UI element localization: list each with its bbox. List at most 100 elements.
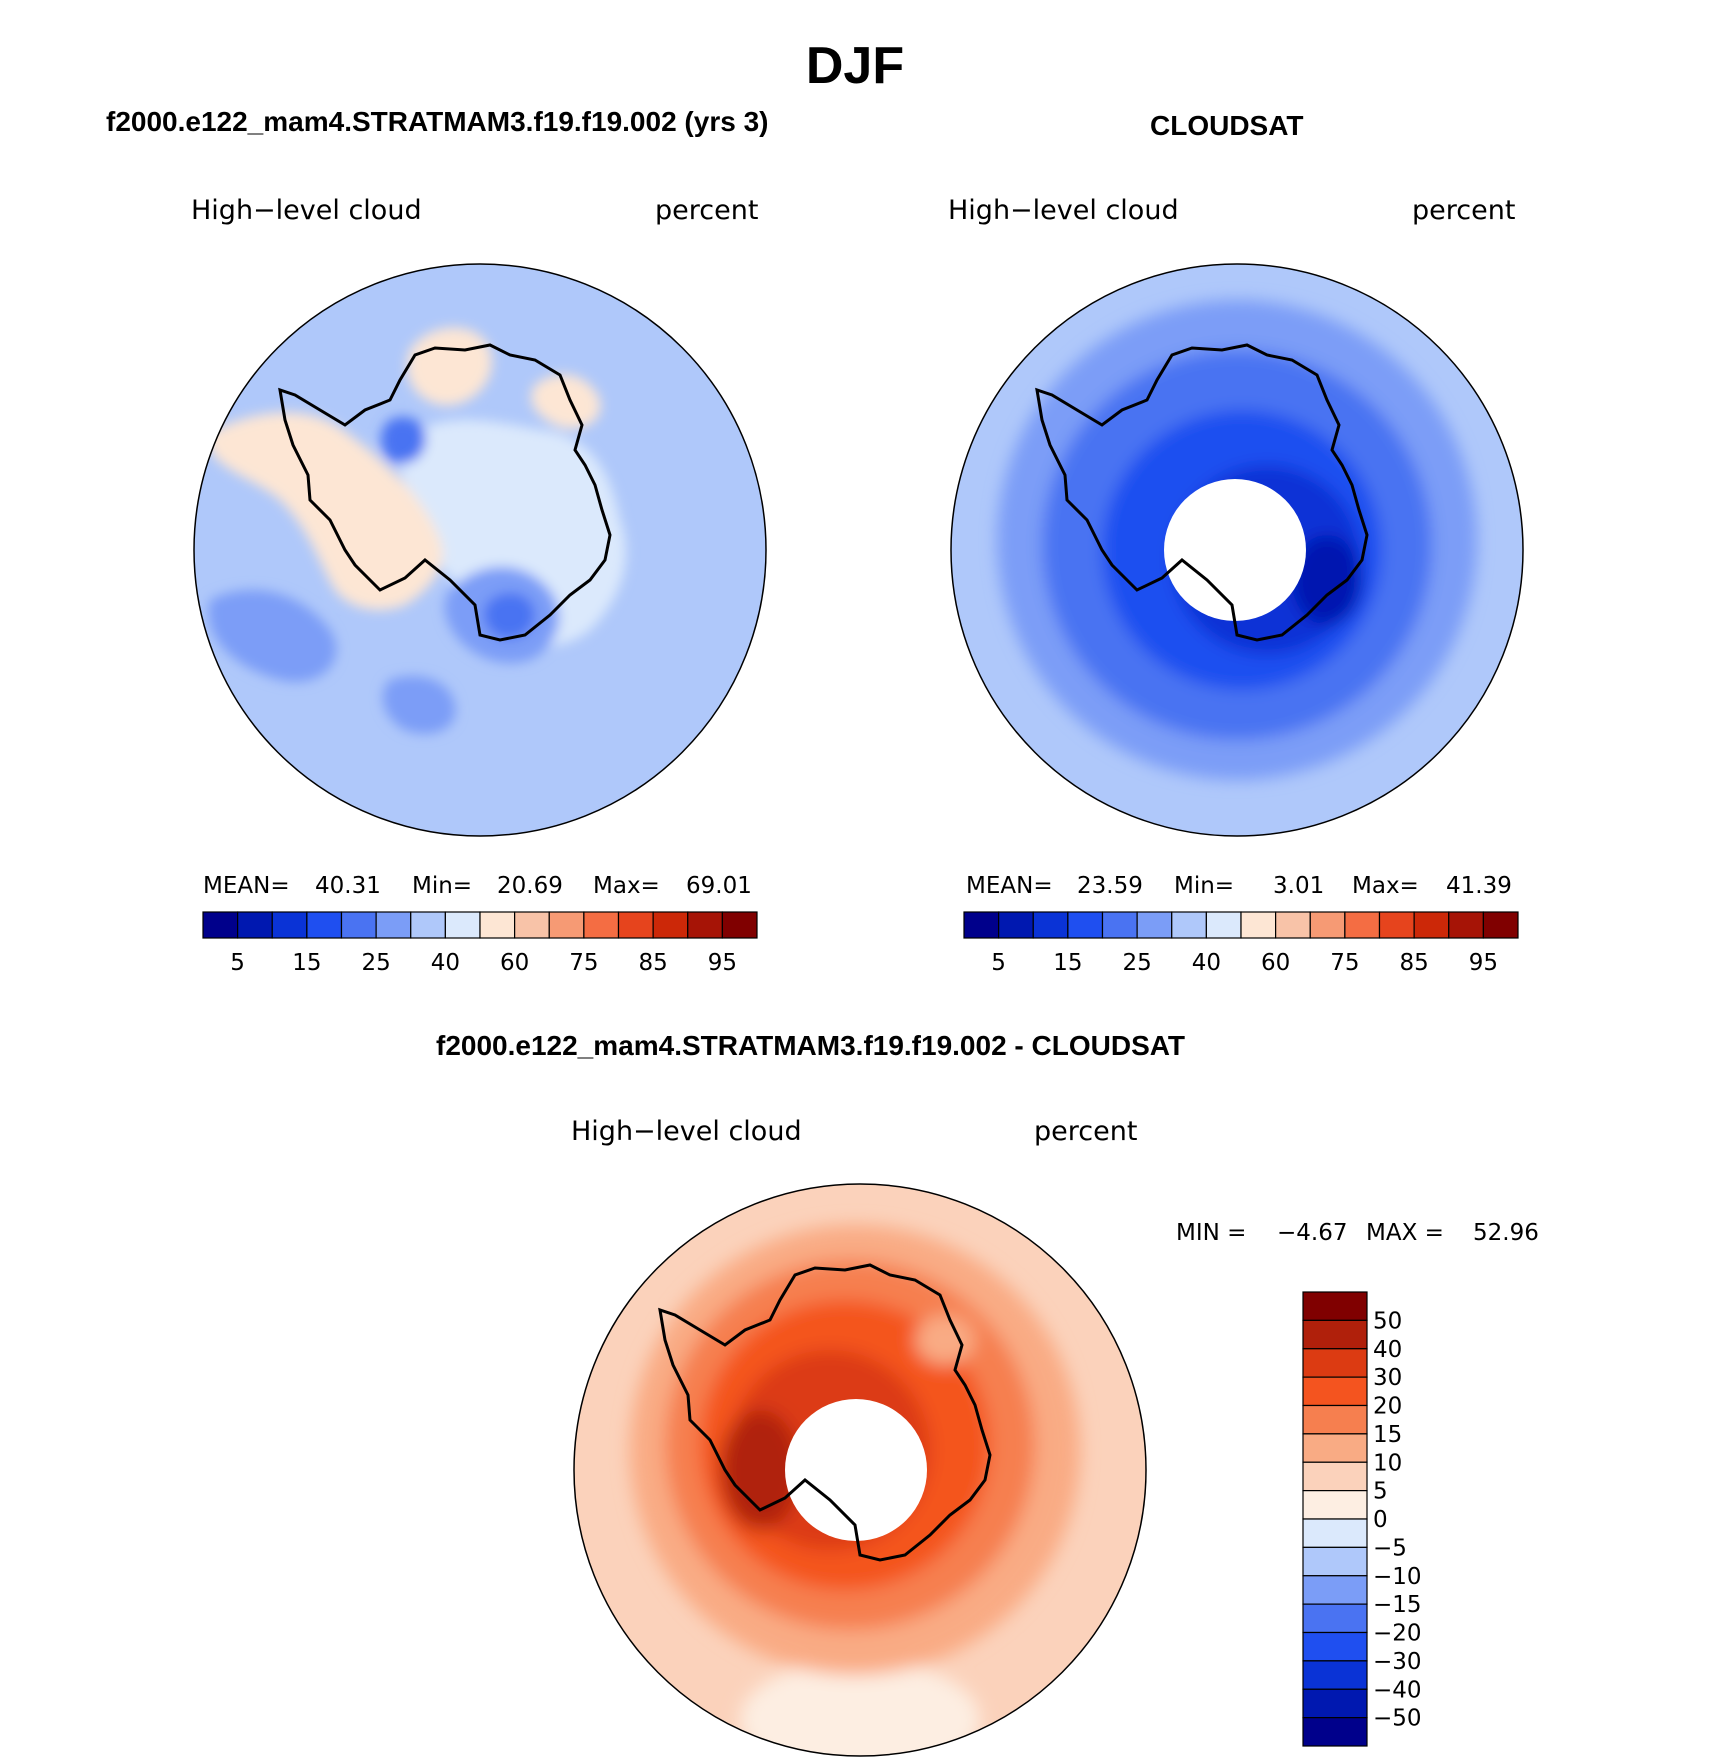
model-colorbar-box-11 bbox=[583, 911, 620, 939]
obs-colorbar-box-4 bbox=[1101, 911, 1138, 939]
model-field-low-south bbox=[208, 590, 337, 682]
diff-colorbar-tick-label: −15 bbox=[1373, 1592, 1422, 1618]
obs-colorbar-box-5 bbox=[1136, 911, 1173, 939]
diff-variable-label: High−level cloud bbox=[571, 1116, 802, 1147]
obs-map bbox=[950, 263, 1524, 837]
obs-colorbar-tick-label: 60 bbox=[1261, 950, 1290, 976]
model-field-low-bottom bbox=[382, 676, 456, 734]
obs-colorbar-box-15 bbox=[1482, 911, 1519, 939]
model-colorbar-tick-label: 60 bbox=[500, 950, 529, 976]
obs-colorbar-box-11 bbox=[1344, 911, 1381, 939]
diff-units-label: percent bbox=[1034, 1116, 1138, 1147]
model-field-cap bbox=[399, 420, 626, 647]
diff-colorbar-tick-label: 0 bbox=[1373, 1507, 1388, 1533]
model-field-high-northeast bbox=[531, 374, 601, 429]
obs-mean-label: MEAN= bbox=[966, 873, 1053, 899]
diff-colorbar-box-4 bbox=[1302, 1404, 1368, 1435]
obs-variable-label: High−level cloud bbox=[948, 195, 1179, 226]
model-colorbar-tick-label: 75 bbox=[569, 950, 598, 976]
obs-min-value: 3.01 bbox=[1273, 873, 1325, 899]
model-colorbar-box-12 bbox=[617, 911, 654, 939]
model-colorbar-box-9 bbox=[514, 911, 550, 939]
diff-colorbar-tick-label: 15 bbox=[1373, 1422, 1402, 1448]
obs-missing-pole bbox=[1164, 479, 1306, 621]
diff-missing-pole bbox=[785, 1399, 927, 1541]
model-min-label: Min= bbox=[412, 873, 473, 899]
model-colorbar-tick-label: 85 bbox=[638, 950, 667, 976]
obs-colorbar-tick-label: 75 bbox=[1330, 950, 1359, 976]
obs-colorbar-box-1 bbox=[998, 911, 1034, 939]
diff-map bbox=[573, 1183, 1147, 1757]
obs-colorbar-box-2 bbox=[1032, 911, 1069, 939]
diff-colorbar-tick-label: 20 bbox=[1373, 1394, 1402, 1420]
model-coastline bbox=[278, 343, 612, 642]
model-map bbox=[193, 263, 767, 837]
diff-field-local-low bbox=[915, 1315, 975, 1365]
obs-min-label: Min= bbox=[1174, 873, 1235, 899]
model-field-high-peninsula bbox=[205, 412, 443, 610]
figure-title: DJF bbox=[805, 37, 905, 95]
model-max-label: Max= bbox=[593, 873, 660, 899]
obs-colorbar-box-3 bbox=[1067, 911, 1104, 939]
diff-colorbar-tick-label: −10 bbox=[1373, 1564, 1422, 1590]
model-panel-title: f2000.e122_mam4.STRATMAM3.f19.f19.002 (y… bbox=[106, 106, 769, 137]
diff-max-label: MAX = bbox=[1366, 1220, 1444, 1246]
obs-coastline bbox=[1035, 343, 1369, 642]
diff-colorbar-tick-label: 5 bbox=[1373, 1479, 1388, 1505]
obs-colorbar-tick-label: 25 bbox=[1122, 950, 1151, 976]
obs-colorbar-tick-label: 15 bbox=[1053, 950, 1082, 976]
diff-colorbar-box-6 bbox=[1302, 1461, 1368, 1492]
obs-colorbar-tick-label: 40 bbox=[1192, 950, 1221, 976]
diff-colorbar-box-14 bbox=[1302, 1688, 1368, 1719]
diff-colorbar-tick-label: −5 bbox=[1373, 1535, 1407, 1561]
diff-colorbar-tick-label: 30 bbox=[1373, 1365, 1402, 1391]
obs-colorbar-box-7 bbox=[1205, 911, 1242, 939]
diff-colorbar-box-3 bbox=[1302, 1376, 1368, 1407]
model-colorbar-tick-label: 95 bbox=[708, 950, 737, 976]
model-mean-value: 40.31 bbox=[315, 873, 381, 899]
obs-panel-title: CLOUDSAT bbox=[1150, 110, 1304, 141]
model-colorbar-box-5 bbox=[375, 911, 412, 939]
diff-min-value: −4.67 bbox=[1277, 1220, 1348, 1246]
obs-colorbar: 5 15 25 40 60 75 85 95 bbox=[963, 911, 1519, 976]
obs-colorbar-box-12 bbox=[1378, 911, 1415, 939]
diff-colorbar-box-12 bbox=[1302, 1631, 1368, 1662]
model-colorbar-box-1 bbox=[237, 911, 273, 939]
diff-panel-title: f2000.e122_mam4.STRATMAM3.f19.f19.002 - … bbox=[436, 1030, 1185, 1061]
diff-colorbar-box-5 bbox=[1302, 1433, 1368, 1463]
model-colorbar-box-4 bbox=[340, 911, 377, 939]
obs-max-value: 41.39 bbox=[1446, 873, 1512, 899]
diff-colorbar-tick-label: 50 bbox=[1373, 1308, 1402, 1334]
model-min-value: 20.69 bbox=[497, 873, 563, 899]
obs-units-label: percent bbox=[1412, 195, 1516, 226]
diff-colorbar-tick-label: 40 bbox=[1373, 1337, 1402, 1363]
model-colorbar-box-14 bbox=[687, 911, 723, 939]
model-colorbar-box-6 bbox=[410, 911, 446, 939]
diff-colorbar-box-9 bbox=[1302, 1546, 1368, 1577]
obs-colorbar-tick-label: 95 bbox=[1469, 950, 1498, 976]
model-colorbar-box-0 bbox=[202, 911, 239, 939]
model-colorbar-box-3 bbox=[306, 911, 343, 939]
model-colorbar-tick-label: 25 bbox=[361, 950, 390, 976]
obs-colorbar-box-13 bbox=[1413, 911, 1450, 939]
model-colorbar-box-8 bbox=[479, 911, 516, 939]
model-colorbar-tick-label: 40 bbox=[431, 950, 460, 976]
obs-colorbar-box-0 bbox=[963, 911, 1000, 939]
model-field-low-west bbox=[380, 416, 426, 464]
model-colorbar-box-15 bbox=[721, 911, 758, 939]
diff-colorbar-box-8 bbox=[1302, 1518, 1368, 1548]
diff-colorbar-box-2 bbox=[1302, 1348, 1368, 1378]
model-max-value: 69.01 bbox=[686, 873, 752, 899]
diff-colorbar-box-13 bbox=[1302, 1660, 1368, 1690]
diff-coastline bbox=[658, 1263, 992, 1562]
obs-colorbar-box-9 bbox=[1275, 911, 1311, 939]
diff-colorbar-box-11 bbox=[1302, 1603, 1368, 1634]
model-colorbar-tick-label: 5 bbox=[230, 950, 245, 976]
obs-mean-value: 23.59 bbox=[1077, 873, 1143, 899]
diff-colorbar-box-10 bbox=[1302, 1575, 1368, 1605]
diff-colorbar-tick-label: −20 bbox=[1373, 1621, 1422, 1647]
obs-colorbar-tick-label: 5 bbox=[991, 950, 1006, 976]
diff-colorbar-tick-label: 10 bbox=[1373, 1450, 1402, 1476]
model-colorbar-box-2 bbox=[271, 911, 308, 939]
